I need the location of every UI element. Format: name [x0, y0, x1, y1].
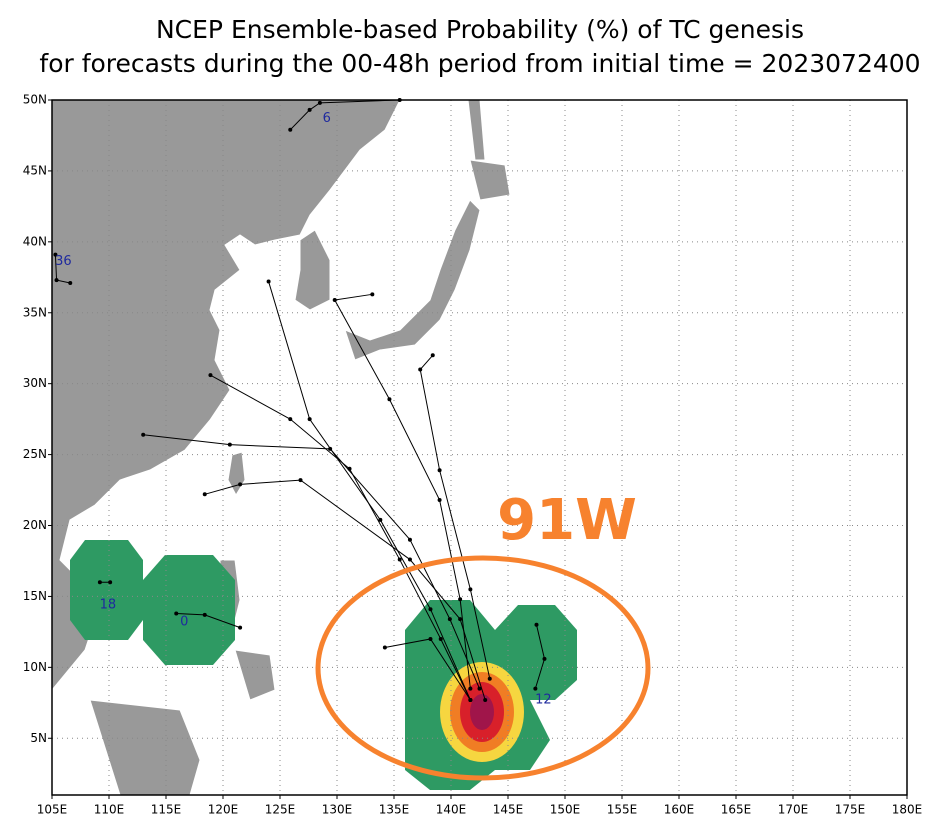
track-point: [387, 397, 392, 402]
genesis-label: 0: [180, 614, 188, 629]
track-point: [174, 611, 179, 616]
y-tick-label: 40N: [23, 234, 47, 248]
x-tick-label: 105E: [37, 803, 68, 817]
y-tick-label: 35N: [23, 305, 47, 319]
track-point: [428, 636, 433, 641]
genesis-label: 18: [100, 597, 117, 612]
track-point: [238, 625, 243, 630]
track-point: [438, 636, 443, 641]
genesis-label: 36: [55, 254, 72, 269]
track-point: [437, 468, 442, 473]
track-point: [483, 697, 488, 702]
track-point: [288, 127, 293, 132]
x-tick-label: 110E: [94, 803, 125, 817]
track: [333, 293, 471, 689]
chart-title: NCEP Ensemble-based Probability (%) of T…: [156, 15, 804, 44]
x-tick-label: 160E: [664, 803, 695, 817]
track-point: [468, 686, 473, 691]
y-tick-label: 10N: [23, 660, 47, 674]
track: [210, 374, 471, 701]
x-tick-label: 140E: [436, 803, 467, 817]
x-tick-label: 130E: [322, 803, 353, 817]
track-point: [108, 580, 113, 585]
track: [204, 479, 486, 701]
y-tick-label: 30N: [23, 376, 47, 390]
annotation: 91W: [497, 488, 637, 553]
track-point: [68, 280, 73, 285]
track-point: [428, 607, 433, 612]
track-point: [418, 367, 423, 372]
y-tick-label: 15N: [23, 589, 47, 603]
track: [289, 99, 400, 131]
track-point: [307, 417, 312, 422]
highlight-ellipse: [315, 555, 651, 781]
track-point: [54, 278, 59, 283]
x-tick-label: 155E: [607, 803, 638, 817]
track-point: [53, 252, 58, 257]
track-point: [534, 622, 539, 627]
x-tick-label: 165E: [721, 803, 752, 817]
x-tick-label: 170E: [778, 803, 809, 817]
track-point: [298, 478, 303, 483]
track-point: [307, 107, 312, 112]
genesis-label: 6: [323, 111, 331, 126]
track-point: [407, 557, 412, 562]
track-point: [437, 497, 442, 502]
track-point: [227, 442, 232, 447]
frame: [51, 99, 908, 796]
y-tick-label: 25N: [23, 447, 47, 461]
x-tick-label: 115E: [151, 803, 182, 817]
x-tick-label: 180E: [892, 803, 923, 817]
track-point: [332, 297, 337, 302]
track-point: [468, 587, 473, 592]
track-point: [378, 517, 383, 522]
chart-subtitle: for forecasts during the 00-48h period f…: [39, 49, 920, 78]
track-point: [238, 482, 243, 487]
x-tick-label: 150E: [550, 803, 581, 817]
track: [143, 434, 480, 689]
track-point: [208, 373, 213, 378]
track-point: [458, 597, 463, 602]
y-tick-label: 45N: [23, 163, 47, 177]
track-point: [382, 645, 387, 650]
x-tick-label: 125E: [265, 803, 296, 817]
track-point: [542, 656, 547, 661]
track-point: [97, 580, 102, 585]
genesis-probability: [70, 540, 577, 790]
y-tick-label: 20N: [23, 518, 47, 532]
track-point: [487, 676, 492, 681]
y-tick-label: 5N: [30, 731, 47, 745]
track-point: [458, 617, 463, 622]
track-point: [430, 353, 435, 358]
track-point: [266, 279, 271, 284]
track-point: [288, 417, 293, 422]
track-point: [477, 686, 482, 691]
track-point: [202, 492, 207, 497]
y-tick-label: 50N: [23, 93, 47, 107]
track-point: [317, 100, 322, 105]
track-point: [468, 697, 473, 702]
x-tick-label: 175E: [835, 803, 866, 817]
genesis-label: 12: [535, 692, 552, 707]
x-tick-label: 145E: [493, 803, 524, 817]
track-point: [141, 432, 146, 437]
track-point: [533, 686, 538, 691]
track-point: [407, 537, 412, 542]
track-point: [447, 617, 452, 622]
track-point: [397, 557, 402, 562]
track-point: [202, 612, 207, 617]
track-point: [370, 292, 375, 297]
x-tick-label: 120E: [208, 803, 239, 817]
x-tick-label: 135E: [379, 803, 410, 817]
